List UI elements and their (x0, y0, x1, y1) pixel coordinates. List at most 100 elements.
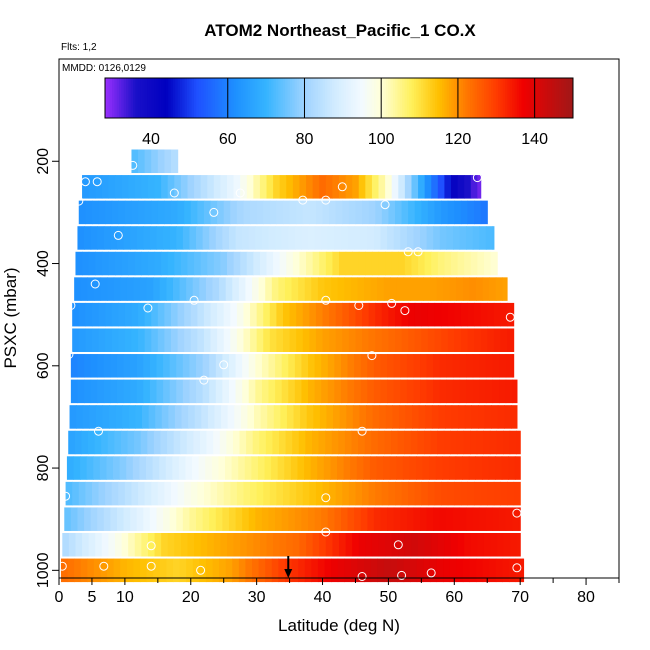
heatmap-cell (447, 328, 455, 352)
colorbar-segment (247, 78, 251, 118)
heatmap-cell (227, 175, 235, 199)
heatmap-cell (312, 175, 320, 199)
heatmap-cell (99, 456, 108, 480)
colorbar-segment (451, 78, 455, 118)
colorbar-segment (198, 78, 202, 118)
heatmap-cell (174, 251, 182, 276)
sample-point (199, 375, 209, 385)
heatmap-cell (367, 354, 375, 378)
heatmap-row (70, 354, 515, 378)
heatmap-cell (451, 251, 459, 276)
heatmap-cell (281, 379, 289, 404)
heatmap-cell (280, 405, 288, 429)
heatmap-cell (74, 277, 82, 301)
heatmap-cell (346, 405, 354, 429)
heatmap-cell (78, 200, 86, 225)
heatmap-cell (420, 379, 428, 404)
colorbar-segment (364, 78, 368, 118)
colorbar-segment (168, 78, 172, 118)
heatmap-cell (449, 558, 457, 583)
sample-point (90, 279, 100, 289)
heatmap-cell (217, 328, 225, 352)
heatmap-cell (339, 251, 347, 276)
heatmap-cell (302, 481, 310, 506)
heatmap-cell (395, 328, 403, 352)
heatmap-cell (213, 251, 222, 276)
heatmap-cell (464, 405, 473, 429)
heatmap-row (74, 277, 508, 301)
heatmap-cell (434, 302, 442, 327)
heatmap-cell (213, 430, 221, 455)
colorbar-segment (315, 78, 319, 118)
heatmap-cell (334, 354, 342, 378)
heatmap-cell (355, 481, 363, 506)
heatmap-cell (261, 226, 270, 250)
heatmap-cell (252, 558, 260, 583)
colorbar-tick-label: 120 (445, 131, 472, 148)
heatmap-cell (184, 481, 192, 506)
heatmap-cell (70, 354, 79, 378)
heatmap-cell (292, 533, 301, 557)
heatmap-cell (131, 149, 139, 174)
heatmap-cell (164, 200, 172, 225)
heatmap-cell (124, 200, 133, 225)
heatmap-cell (179, 277, 187, 301)
heatmap-cell (507, 328, 515, 352)
heatmap-cell (93, 277, 102, 301)
heatmap-cell (283, 302, 291, 327)
heatmap-cell (388, 302, 396, 327)
heatmap-cell (302, 302, 310, 327)
heatmap-cell (121, 251, 129, 276)
heatmap-cell (283, 481, 291, 506)
heatmap-cell (408, 328, 416, 352)
heatmap-cell (404, 430, 412, 455)
heatmap-cell (173, 430, 181, 455)
y-tick-label: 1000 (35, 552, 52, 588)
heatmap-cell (103, 226, 111, 250)
heatmap-cell (459, 354, 467, 378)
colorbar-segment (402, 78, 406, 118)
colorbar-segment (313, 78, 317, 118)
sample-point (209, 207, 219, 217)
colorbar-segment (502, 78, 506, 118)
colorbar-segment (479, 78, 483, 118)
heatmap-cell (476, 277, 484, 301)
heatmap-cell (110, 226, 118, 250)
heatmap-cell (123, 354, 131, 378)
heatmap-cell (344, 277, 352, 301)
heatmap-cell (375, 328, 383, 352)
sample-point (505, 312, 515, 322)
heatmap-cell (490, 251, 498, 276)
heatmap-cell (101, 430, 109, 455)
heatmap-cell (482, 558, 490, 583)
heatmap-cell (130, 379, 138, 404)
heatmap-cell (126, 456, 134, 480)
heatmap-cell (451, 175, 459, 199)
heatmap-cell (197, 200, 205, 225)
heatmap-cell (289, 481, 297, 506)
heatmap-cell (324, 277, 332, 301)
heatmap-cell (460, 328, 469, 352)
heatmap-cell (362, 328, 370, 352)
heatmap-cell (444, 251, 452, 276)
heatmap-cell (480, 481, 488, 506)
heatmap-cell (460, 481, 469, 506)
heatmap-cell (327, 226, 335, 250)
heatmap-cell (271, 277, 279, 301)
heatmap-cell (259, 175, 268, 199)
heatmap-cell (136, 226, 144, 250)
x-tick-label: 5 (87, 589, 96, 606)
heatmap-cell (182, 379, 191, 404)
heatmap-cell (140, 277, 148, 301)
heatmap-cell (221, 405, 229, 429)
colorbar-segment (453, 78, 457, 118)
heatmap-cell (317, 558, 326, 583)
heatmap-cell (172, 558, 181, 583)
heatmap-cell (201, 405, 209, 429)
heatmap-cell (258, 558, 266, 583)
heatmap-cell (147, 430, 155, 455)
heatmap-cell (227, 405, 235, 429)
sample-point (66, 301, 76, 310)
heatmap-cell (294, 226, 303, 250)
heatmap-cell (444, 533, 452, 557)
